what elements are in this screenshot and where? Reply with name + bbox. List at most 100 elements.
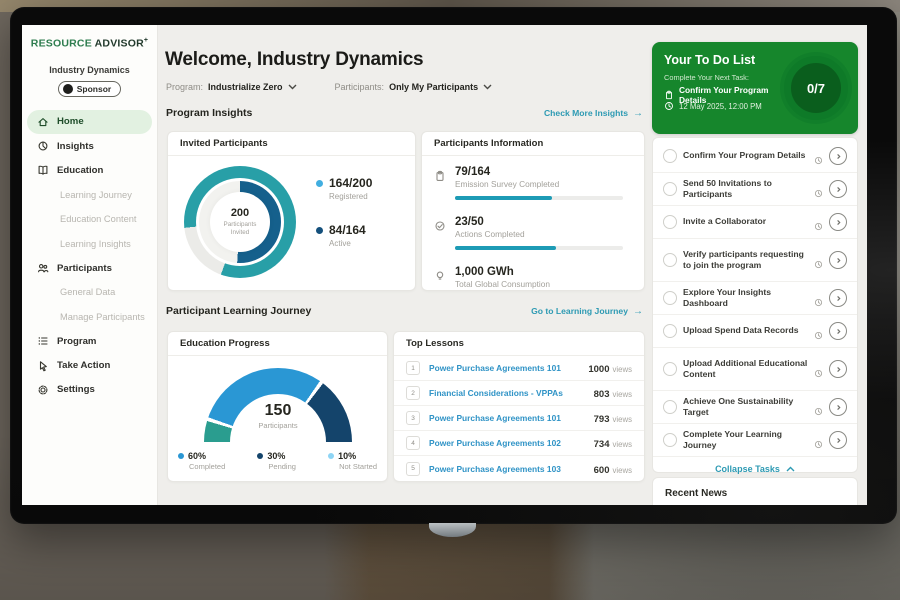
card-title: Participants Information [422,132,644,156]
task-schedule-icon [814,365,823,377]
participants-filter[interactable]: Participants: Only My Participants [335,82,493,92]
card-title: Invited Participants [168,132,415,156]
sidebar-item-manage-participants[interactable]: Manage Participants [22,305,157,329]
task-chevron-button[interactable] [829,360,847,378]
sidebar-item-general-data[interactable]: General Data [22,280,157,304]
task-chevron-button[interactable] [829,147,847,165]
task-checkbox[interactable] [663,433,677,447]
task-item[interactable]: Explore Your Insights Dashboard [653,282,857,315]
task-chevron-button[interactable] [829,180,847,198]
task-item[interactable]: Invite a Collaborator [653,206,857,239]
gauge-legend: 60% Completed 30% Pending 10% Not Starte… [178,451,377,471]
filters-row: Program: Industrialize Zero Participants… [166,82,492,92]
task-chevron-button[interactable] [829,322,847,340]
task-chevron-button[interactable] [829,289,847,307]
lesson-link[interactable]: Power Purchase Agreements 101 [429,413,561,423]
task-item[interactable]: Send 50 Invitations to Participants [653,173,857,206]
views-count: 600 [593,464,610,476]
sidebar-item-insights[interactable]: Insights [22,134,157,158]
task-item[interactable]: Achieve One Sustainability Target [653,391,857,424]
section-title: Program Insights [166,107,253,119]
views-suffix: views [612,390,633,399]
link-label: Go to Learning Journey [531,306,628,316]
stat-actions-completed: 23/50 Actions Completed [434,216,623,250]
views-suffix: views [612,440,633,449]
task-chevron-button[interactable] [829,251,847,269]
task-chevron-button[interactable] [829,431,847,449]
sidebar-item-education-content[interactable]: Education Content [22,207,157,231]
task-item[interactable]: Verify participants requesting to join t… [653,239,857,282]
views-count: 734 [593,439,610,450]
lesson-views: 600 views [594,460,632,478]
lesson-row: 2 Financial Considerations - VPPAs 803 vi… [394,381,644,406]
gauge-center: 150 Participants [204,402,352,430]
stat-emission-survey: 79/164 Emission Survey Completed [434,166,623,200]
check-circle-icon [434,219,446,231]
top-lessons-card: Top Lessons 1 Power Purchase Agreements … [393,331,645,482]
lesson-rank: 4 [406,436,420,450]
program-filter-value: Industrialize Zero [208,82,283,92]
views-suffix: views [612,415,633,424]
task-checkbox[interactable] [663,291,677,305]
monitor-stand [429,523,476,537]
go-to-learning-journey-link[interactable]: Go to Learning Journey → [531,306,643,317]
sidebar-item-label: Learning Journey [60,189,132,200]
todo-next-due: 12 May 2025, 12:00 PM [664,101,762,111]
todo-summary-panel: Your To Do List Complete Your Next Task:… [652,42,858,134]
lesson-link[interactable]: Power Purchase Agreements 103 [429,463,561,474]
sidebar-item-label: Learning Insights [60,238,131,249]
sidebar-item-program[interactable]: Program [22,329,157,353]
sidebar-item-participants[interactable]: Participants [22,256,157,280]
lesson-link[interactable]: Power Purchase Agreements 101 [429,363,561,373]
task-label: Achieve One Sustainability Target [683,395,794,417]
todo-progress-ring: 0/7 [784,56,848,120]
todo-next-task-label: Confirm Your Program Details [679,85,769,105]
arrow-right-icon: → [633,305,643,317]
collapse-tasks-label: Collapse Tasks [715,464,780,474]
lesson-link[interactable]: Financial Considerations - VPPAs [429,388,563,398]
task-item[interactable]: Complete Your Learning Journey [653,424,857,457]
legend-value: 60% [188,451,207,461]
task-checkbox[interactable] [663,253,677,267]
program-filter[interactable]: Program: Industrialize Zero [166,82,297,92]
sidebar-item-label: Settings [57,384,95,396]
task-checkbox[interactable] [663,182,677,196]
todo-progress-value: 0/7 [806,80,826,96]
gear-icon [37,384,49,396]
sidebar-item-learning-insights[interactable]: Learning Insights [22,231,157,255]
task-checkbox[interactable] [663,400,677,414]
sidebar-item-take-action[interactable]: Take Action [22,353,157,377]
clipboard-icon [434,169,446,181]
task-schedule-icon [814,218,823,230]
progress-bar-fill [455,246,556,250]
card-title: Top Lessons [394,332,644,356]
sidebar-item-learning-journey[interactable]: Learning Journey [22,183,157,207]
stat-value: 1,000 GWh [455,266,514,278]
legend-dot [316,179,323,187]
task-schedule-icon [814,436,823,448]
views-count: 803 [593,389,610,400]
task-checkbox[interactable] [663,149,677,163]
stat-value: 23/50 [455,216,484,228]
task-item[interactable]: Confirm Your Program Details [653,140,857,173]
task-item[interactable]: Upload Spend Data Records [653,315,857,348]
task-checkbox[interactable] [663,324,677,338]
collapse-tasks-link[interactable]: Collapse Tasks [653,457,857,481]
gauge-center-value: 150 [264,402,292,419]
task-item[interactable]: Upload Additional Educational Content [653,348,857,391]
lesson-views: 734 views [594,434,632,452]
check-more-insights-link[interactable]: Check More Insights → [544,108,643,119]
task-chevron-button[interactable] [829,398,847,416]
sponsor-badge-label: Sponsor [76,83,112,94]
lesson-link[interactable]: Power Purchase Agreements 102 [429,438,561,448]
task-chevron-button[interactable] [829,213,847,231]
sidebar-item-home[interactable]: Home [27,109,152,134]
chevron-down-icon [483,84,492,90]
sidebar-item-education[interactable]: Education [22,158,157,182]
sidebar-item-label: Take Action [57,360,111,372]
todo-next-task: Confirm Your Program Details [664,85,786,105]
org-name: Industry Dynamics [49,64,130,75]
sidebar-item-settings[interactable]: Settings [22,378,157,402]
task-checkbox[interactable] [663,362,677,376]
task-checkbox[interactable] [663,215,677,229]
